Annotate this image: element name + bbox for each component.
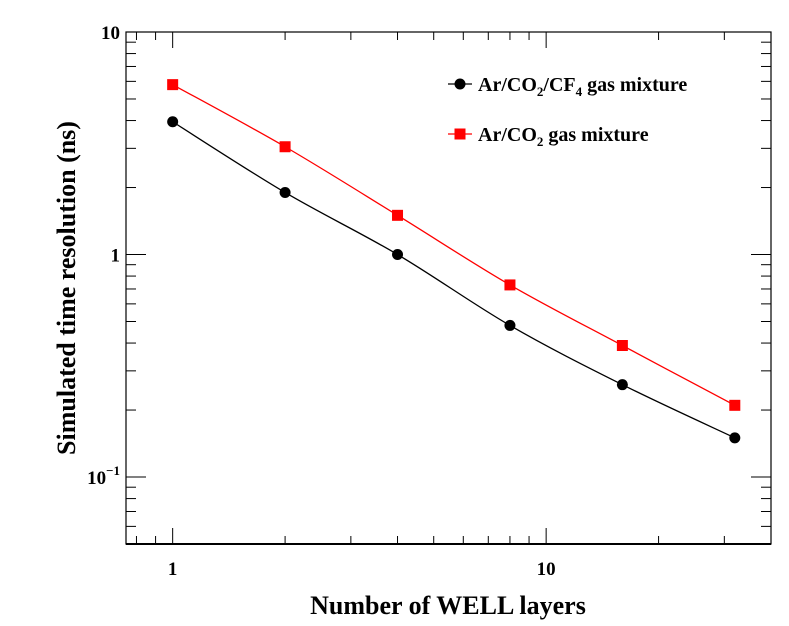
legend-entry-1: Ar/CO2/CF4 gas mixture (448, 74, 687, 99)
legend-marker (454, 128, 466, 140)
series-layer (167, 79, 741, 444)
data-point (279, 141, 291, 153)
data-point (167, 116, 179, 128)
legend-marker (454, 78, 466, 90)
plot-frame (125, 31, 772, 545)
axis-ticks (126, 31, 772, 545)
x-tick-label: 1 (168, 559, 178, 580)
y-axis-title: Simulated time resolution (ns) (52, 121, 81, 455)
series-2 (167, 79, 741, 411)
data-point (504, 319, 516, 331)
data-point (729, 399, 741, 411)
y-tick-label: 10−1 (87, 463, 120, 489)
series-line (172, 121, 736, 439)
legend: Ar/CO2/CF4 gas mixture Ar/CO2 gas mixture (448, 74, 687, 149)
legend-label: Ar/CO2 gas mixture (478, 124, 649, 149)
series-1 (167, 116, 741, 444)
data-point (392, 209, 404, 221)
x-tick-label: 10 (537, 559, 556, 580)
data-point (279, 186, 291, 198)
data-point (504, 279, 516, 291)
legend-entry-2: Ar/CO2 gas mixture (448, 124, 649, 149)
legend-label: Ar/CO2/CF4 gas mixture (478, 74, 687, 99)
y-tick-label: 10 (101, 23, 120, 44)
tick-labels: 1 10 10 1 10−1 (87, 23, 556, 580)
data-point (167, 79, 179, 91)
data-point (616, 340, 628, 352)
data-point (729, 432, 741, 444)
x-axis-title: Number of WELL layers (310, 591, 586, 620)
y-tick-label: 1 (111, 246, 121, 267)
data-point (616, 379, 628, 391)
series-line (172, 84, 736, 406)
data-point (392, 249, 404, 261)
